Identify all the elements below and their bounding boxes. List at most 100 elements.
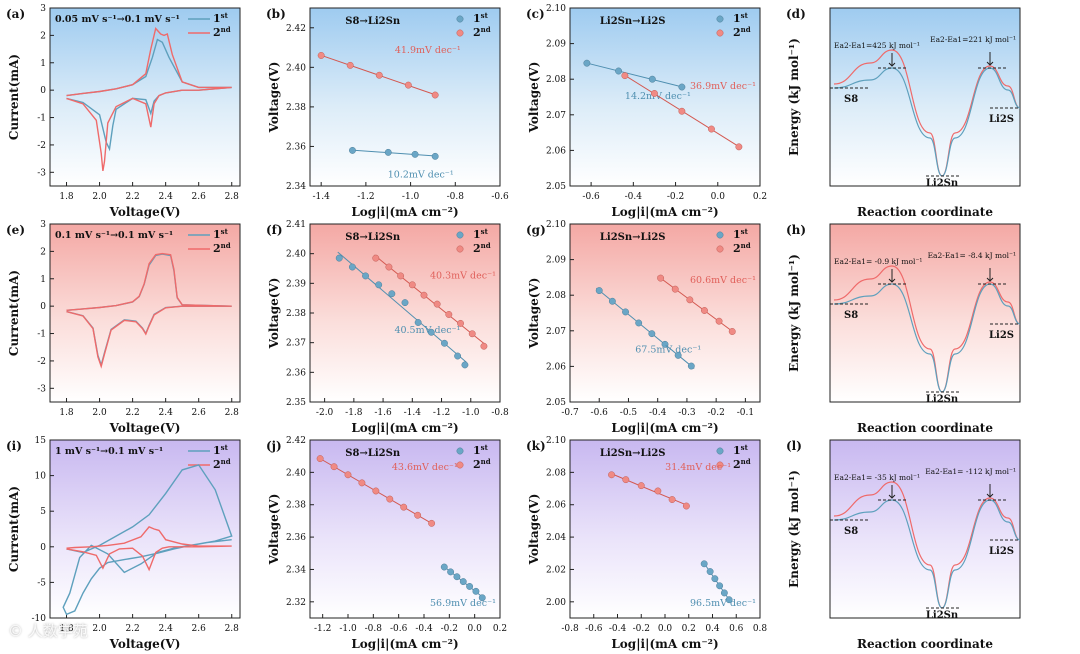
x-axis-label: Reaction coordinate [857, 421, 993, 435]
panel-frame [569, 7, 761, 187]
panel-frame [829, 7, 1021, 187]
data-point-2nd [420, 291, 428, 299]
fit-line-2nd [657, 275, 736, 334]
data-point-1st [622, 308, 629, 316]
data-point-1st [720, 589, 728, 597]
x-tick-label: 2.2 [125, 624, 139, 634]
data-point-1st [384, 148, 392, 156]
legend-marker-1st [716, 447, 724, 455]
panel-background [570, 440, 760, 618]
y-tick-label: 3 [40, 4, 46, 14]
y-tick-label: 10 [35, 472, 47, 482]
x-tick-label: -0.2 [633, 624, 650, 634]
data-point-2nd [386, 495, 394, 503]
energy-annotation-1: Ea2-Ea1=425 kJ mol⁻¹ [834, 41, 920, 50]
chart-title: Li2Sn→Li2S [600, 448, 666, 459]
y-tick-label: 2.04 [546, 533, 566, 543]
data-point-1st [454, 352, 462, 360]
data-point-1st [674, 351, 682, 359]
x-tick-label: 2.2 [125, 408, 139, 418]
data-point-2nd [682, 502, 690, 510]
legend-marker-2nd [456, 461, 464, 469]
x-tick-label: -0.2 [441, 624, 458, 634]
slope-annotation-2nd: 31.4mV dec⁻¹ [665, 462, 731, 473]
fit-line-2nd [373, 254, 486, 345]
x-tick-label: -1.2 [433, 408, 450, 418]
barrier-arrow-1 [888, 53, 896, 67]
x-tick-label: 2.6 [192, 624, 207, 634]
x-tick-label: 0.0 [658, 624, 673, 634]
y-tick-label: 2.38 [286, 103, 306, 113]
data-point-1st [706, 568, 714, 576]
x-axis-label: Voltage(V) [109, 421, 181, 435]
data-point-1st [431, 152, 439, 160]
y-tick-label: 2.40 [286, 63, 306, 73]
data-point-2nd [657, 274, 665, 282]
x-tick-label: 1.8 [59, 192, 74, 202]
x-tick-label: -0.1 [737, 408, 754, 418]
panel-frame [829, 439, 1021, 619]
panel-frame [309, 7, 501, 187]
x-tick-label: 2.4 [158, 192, 173, 202]
y-tick-label: 2.40 [286, 250, 306, 260]
y-tick-label: 15 [35, 436, 47, 446]
data-point-2nd [358, 479, 366, 487]
panel-label: (i) [6, 439, 22, 453]
species-label-li2sn: Li2Sn [926, 178, 959, 189]
species-label-s8: S8 [844, 94, 858, 105]
panel-label: (l) [786, 439, 802, 453]
data-point-1st [635, 319, 643, 327]
y-axis-label: Current(mA) [7, 486, 21, 572]
x-tick-label: -0.8 [491, 408, 509, 418]
panel-label: (c) [526, 7, 545, 21]
panel-background [310, 224, 500, 402]
data-point-2nd [686, 296, 694, 304]
legend-marker-1st [456, 447, 464, 455]
x-tick-label: -0.2 [707, 408, 724, 418]
fit-line-1st [584, 62, 685, 88]
panel-label: (d) [786, 7, 806, 21]
x-axis-label: Log|i|(mA cm⁻²) [611, 205, 718, 219]
x-axis-label: Reaction coordinate [857, 637, 993, 651]
y-axis-label: Voltage(V) [527, 494, 541, 566]
data-point-2nd [621, 72, 629, 80]
panel-a: (a) Voltage(V) Current(mA) 1.8 2.0 2.2 2.4 2.6 2… [6, 4, 241, 219]
y-tick-label: 2.36 [286, 533, 306, 543]
y-tick-label: 2.10 [546, 220, 566, 230]
data-point-1st [648, 75, 656, 83]
y-axis-label: Voltage(V) [527, 278, 541, 350]
panel-l: (l) Reaction coordinate Energy (kJ mol⁻¹) E… [786, 439, 1021, 651]
data-point-2nd [457, 319, 464, 327]
energy-annotation-2: Ea2-Ea1= -112 kJ mol⁻¹ [925, 467, 1016, 476]
y-tick-label: 2.07 [546, 327, 566, 337]
panel-g: (g) Log|i|(mA cm⁻²) Voltage(V) -0.7 -0.6 -0.5… [526, 220, 761, 435]
x-tick-label: -1.6 [374, 408, 392, 418]
x-tick-label: -0.7 [561, 408, 579, 418]
y-tick-label: 0 [40, 302, 46, 312]
x-tick-label: -0.5 [620, 408, 638, 418]
data-point-2nd [671, 285, 679, 293]
x-tick-label: -0.6 [582, 192, 600, 202]
x-tick-label: -0.4 [609, 624, 627, 634]
chart-title: Li2Sn→Li2S [600, 232, 666, 243]
panel-background [50, 440, 240, 618]
panel-frame [829, 223, 1021, 403]
panel-j: (j) Log|i|(mA cm⁻²) Voltage(V) -1.2 -1.0 -0.8… [266, 436, 507, 651]
y-tick-label: 2.38 [286, 501, 306, 511]
slope-annotation-1st: 40.5mV dec⁻¹ [394, 325, 460, 336]
chart-title: S8→Li2Sn [345, 448, 401, 459]
x-tick-label: -1.4 [312, 192, 330, 202]
data-point-2nd [715, 317, 723, 325]
panel-background [570, 224, 760, 402]
panel-label: (a) [6, 7, 25, 21]
panel-label: (e) [6, 223, 25, 237]
y-tick-label: 0 [40, 86, 46, 96]
data-point-2nd [480, 342, 488, 350]
x-tick-label: -0.2 [667, 192, 684, 202]
y-tick-label: 2.42 [286, 436, 306, 446]
data-point-1st [349, 146, 356, 154]
panel-e: (e) Voltage(V) Current(mA) 1.8 2.0 2.2 2.4 2.6 2… [6, 220, 241, 435]
data-point-2nd [678, 107, 686, 115]
species-label-s8: S8 [844, 526, 858, 537]
watermark: © 人数学苑 [8, 622, 88, 640]
